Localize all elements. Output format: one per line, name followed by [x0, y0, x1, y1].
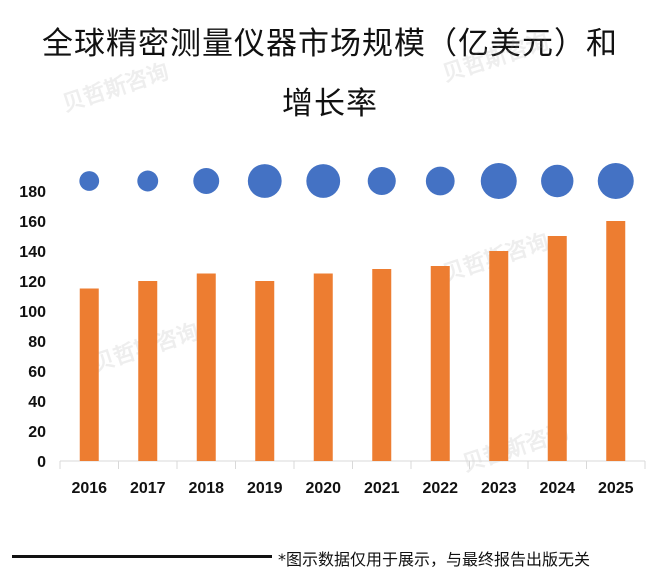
- footer-note: *图示数据仅用于展示，与最终报告出版无关: [278, 550, 591, 569]
- x-tick-label: 2024: [539, 480, 575, 497]
- bar-2025: [606, 221, 626, 461]
- bar-2018: [196, 273, 216, 461]
- y-tick-label: 60: [28, 364, 46, 381]
- bubble-2024: [541, 164, 574, 198]
- bar-2016: [79, 288, 99, 461]
- bubble-2019: [247, 164, 282, 198]
- bubble-2023: [480, 163, 517, 199]
- y-tick-label: 140: [19, 244, 46, 261]
- y-tick-label: 20: [28, 424, 46, 441]
- bar-2019: [255, 281, 275, 461]
- x-tick-label: 2025: [598, 480, 634, 497]
- y-tick-label: 40: [28, 394, 46, 411]
- bar-2020: [313, 273, 333, 461]
- x-tick-label: 2017: [130, 480, 166, 497]
- chart-title-line-2: 增长率: [282, 86, 378, 122]
- bubble-2021: [367, 166, 396, 196]
- x-tick-label: 2021: [364, 480, 400, 497]
- bar-2022: [430, 266, 450, 461]
- bubble-2022: [425, 166, 455, 196]
- x-tick-label: 2022: [422, 480, 458, 497]
- x-tick-label: 2018: [188, 480, 224, 497]
- x-tick-label: 2020: [305, 480, 341, 497]
- bar-2024: [547, 236, 567, 461]
- bubble-2018: [193, 168, 220, 194]
- y-tick-label: 80: [28, 334, 46, 351]
- bar-2023: [489, 251, 509, 461]
- y-tick-label: 160: [19, 214, 46, 231]
- y-tick-label: 120: [19, 274, 46, 291]
- bar-2021: [372, 269, 392, 461]
- bubble-2025: [597, 163, 634, 199]
- y-tick-label: 180: [19, 184, 46, 201]
- bubble-2020: [306, 164, 341, 198]
- bar-2017: [138, 281, 158, 461]
- y-tick-label: 100: [19, 304, 46, 321]
- y-tick-label: 0: [37, 454, 46, 471]
- x-tick-label: 2023: [481, 480, 517, 497]
- bubble-2016: [79, 171, 100, 191]
- bubble-2017: [137, 170, 159, 192]
- chart-title-line-1: 全球精密测量仪器市场规模（亿美元）和: [42, 26, 618, 62]
- x-tick-label: 2016: [71, 480, 107, 497]
- x-tick-label: 2019: [247, 480, 283, 497]
- footer-divider: [12, 555, 272, 558]
